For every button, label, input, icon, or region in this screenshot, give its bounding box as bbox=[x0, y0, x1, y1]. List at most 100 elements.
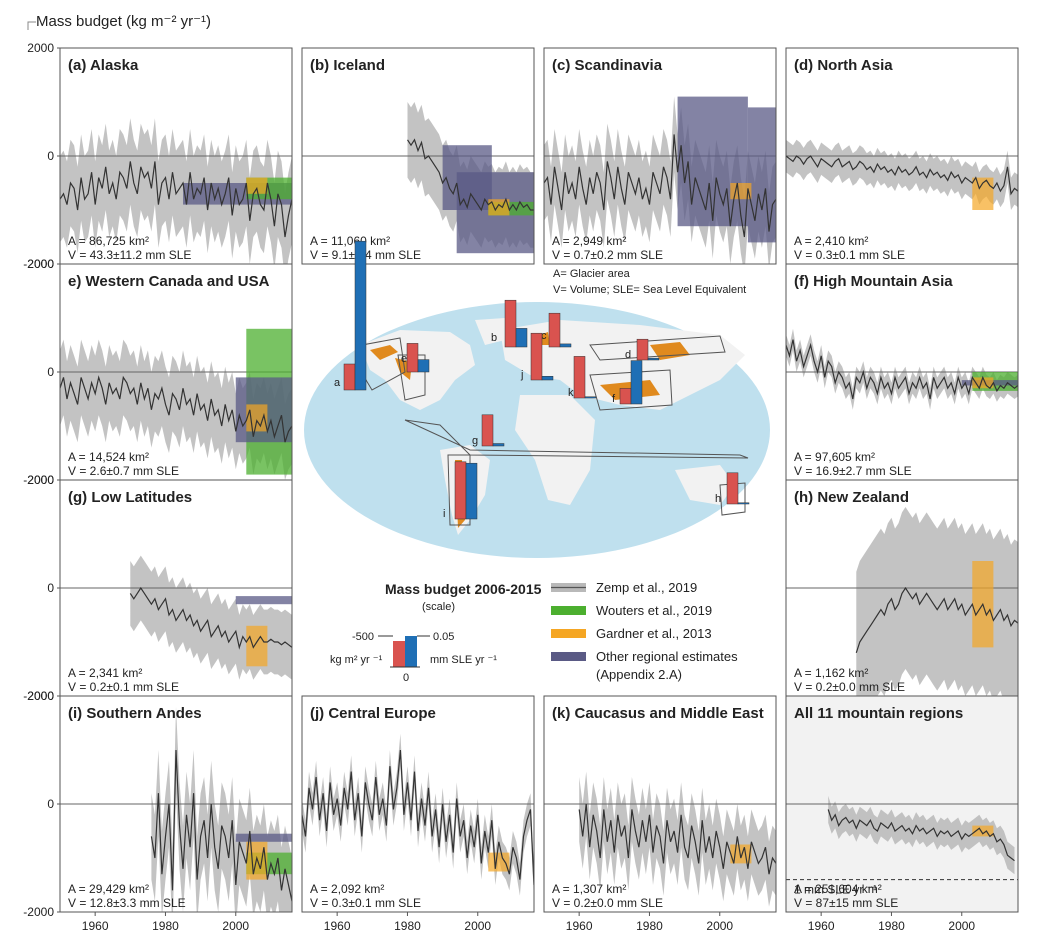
panel-volume: V = 16.9±2.7 mm SLE bbox=[794, 464, 912, 478]
map-bar-blue-k bbox=[584, 396, 597, 399]
land-greenland bbox=[475, 318, 505, 345]
y-tick-label: 2000 bbox=[27, 473, 54, 487]
scale-legend-title: Mass budget 2006-2015 bbox=[385, 581, 542, 597]
map-bar-red-k bbox=[573, 356, 586, 399]
series-line bbox=[786, 339, 1018, 400]
panel-volume: V = 0.7±0.2 mm SLE bbox=[552, 248, 663, 262]
estimate-box-other bbox=[442, 145, 492, 210]
x-tick-label: 1960 bbox=[808, 919, 835, 933]
estimate-box-gardner bbox=[972, 177, 994, 210]
series-line bbox=[578, 803, 776, 875]
outline-north-asia bbox=[589, 335, 726, 361]
panel-frame bbox=[543, 47, 777, 265]
y-axis-label: Mass budget (kg m⁻² yr⁻¹) bbox=[36, 13, 211, 30]
panel-frame bbox=[301, 695, 535, 913]
panel-title: (k) Caucasus and Middle East bbox=[552, 705, 764, 722]
x-tick-label: 1960 bbox=[324, 919, 351, 933]
x-tick-label: 1980 bbox=[394, 919, 421, 933]
panel-area: A = 86,725 km² bbox=[68, 234, 149, 248]
panel-plot-area bbox=[60, 328, 292, 480]
y-tick-label: 2000 bbox=[27, 689, 54, 703]
estimate-box-other bbox=[677, 96, 748, 227]
legend-label-other-note: (Appendix 2.A) bbox=[596, 667, 682, 682]
series-line bbox=[60, 375, 292, 443]
panel-title: (j) Central Europe bbox=[310, 705, 436, 722]
glacier-scandinavia bbox=[540, 332, 550, 345]
panel-plot-area bbox=[60, 706, 292, 912]
panel-area: A = 11,060 km² bbox=[310, 234, 390, 248]
map-bar-red-c bbox=[548, 312, 561, 348]
glacier-north-asia bbox=[650, 342, 690, 360]
reference-label: 1 mm SLE yr ⁻¹ bbox=[794, 883, 877, 897]
panel-area: A = 251,604 km² bbox=[794, 882, 882, 896]
series-line bbox=[302, 749, 534, 886]
panel-all: 1 mm SLE yr ⁻¹ All 11 mountain regions A =… bbox=[785, 695, 1019, 933]
uncertainty-band bbox=[130, 555, 292, 680]
y-tick-label: -2000 bbox=[23, 257, 54, 271]
map-region-label-e: e bbox=[401, 353, 407, 365]
panel-volume: V = 0.3±0.1 mm SLE bbox=[310, 896, 421, 910]
scale-left-unit: kg m² yr ⁻¹ bbox=[330, 654, 383, 666]
legend-label-wouters: Wouters et al., 2019 bbox=[596, 603, 712, 618]
series-line bbox=[150, 749, 292, 902]
map-bar-blue-f bbox=[630, 360, 643, 405]
outline-southern-andes bbox=[447, 454, 471, 526]
panel-volume: V = 0.2±0.1 mm SLE bbox=[68, 680, 179, 694]
y-tick-label: 0 bbox=[47, 149, 54, 163]
land-eurasia bbox=[500, 320, 745, 410]
scale-left-value: -500 bbox=[352, 631, 374, 643]
panel-plot-area bbox=[302, 102, 534, 254]
map-bar-red-f bbox=[619, 388, 632, 405]
series-line bbox=[544, 134, 776, 238]
series-line bbox=[406, 138, 534, 212]
map-info-volume: V= Volume; SLE= Sea Level Equivalent bbox=[553, 284, 746, 296]
panel-volume: V = 0.2±0.0 mm SLE bbox=[552, 896, 663, 910]
x-tick-label: 1980 bbox=[152, 919, 179, 933]
panel-plot-area bbox=[786, 328, 1018, 410]
x-tick-label: 2000 bbox=[706, 919, 733, 933]
uncertainty-band bbox=[786, 328, 1018, 410]
panel-plot-area bbox=[544, 96, 776, 264]
map-bar-red-d bbox=[636, 338, 649, 361]
series-line bbox=[855, 586, 1018, 653]
legend-label-zemp: Zemp et al., 2019 bbox=[596, 580, 697, 595]
panel-area: A = 2,410 km² bbox=[794, 234, 868, 248]
x-tick-label: 1960 bbox=[82, 919, 109, 933]
estimate-box-gardner bbox=[246, 177, 268, 194]
map-region-label-a: a bbox=[334, 377, 341, 389]
map-info-area: A= Glacier area bbox=[553, 268, 631, 280]
x-tick-label: 1980 bbox=[636, 919, 663, 933]
panel-plot-area bbox=[60, 118, 292, 264]
panel-title: (g) Low Latitudes bbox=[68, 489, 192, 506]
series-line bbox=[129, 586, 292, 650]
panel-title: All 11 mountain regions bbox=[794, 705, 963, 722]
panel-area: A = 1,162 km² bbox=[794, 666, 868, 680]
uncertainty-band bbox=[856, 507, 1018, 696]
panel-title: (f) High Mountain Asia bbox=[794, 273, 953, 290]
scale-legend: Mass budget 2006-2015 (scale) -500 kg m²… bbox=[330, 581, 542, 684]
x-tick-label: 2000 bbox=[464, 919, 491, 933]
panel-area: A = 29,429 km² bbox=[68, 882, 149, 896]
y-tick-label: 2000 bbox=[27, 257, 54, 271]
uncertainty-band bbox=[786, 139, 1018, 210]
panel-title: e) Western Canada and USA bbox=[68, 273, 270, 290]
y-tick-label: 0 bbox=[47, 581, 54, 595]
map-bar-blue-c bbox=[559, 343, 572, 348]
map-region-label-i: i bbox=[443, 508, 445, 520]
panel-volume: V = 0.2±0.0 mm SLE bbox=[794, 680, 905, 694]
scale-zero: 0 bbox=[403, 672, 409, 684]
panel-volume: V = 87±15 mm SLE bbox=[794, 896, 898, 910]
panel-area: A = 2,949 km² bbox=[552, 234, 626, 248]
panel-area: A = 2,092 km² bbox=[310, 882, 384, 896]
scale-legend-subtitle: (scale) bbox=[422, 601, 455, 613]
estimate-box-other bbox=[235, 596, 292, 605]
panel-title: (i) Southern Andes bbox=[68, 705, 202, 722]
map-bars: a b c d e f g h i j k bbox=[334, 240, 750, 520]
panel-area: A = 2,341 km² bbox=[68, 666, 142, 680]
world-map: A= Glacier area V= Volume; SLE= Sea Leve… bbox=[304, 240, 770, 558]
x-tick-label: 1980 bbox=[878, 919, 905, 933]
legend-label-other: Other regional estimates bbox=[596, 649, 738, 664]
